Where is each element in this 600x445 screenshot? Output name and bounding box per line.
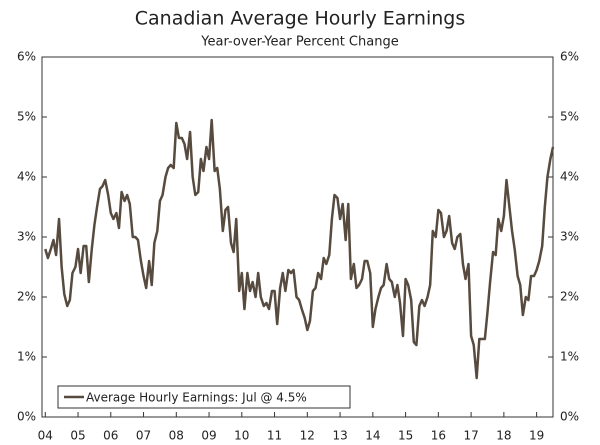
x-tick-label: 17 bbox=[463, 429, 478, 443]
x-tick-label: 15 bbox=[398, 429, 413, 443]
x-tick-label: 12 bbox=[300, 429, 315, 443]
x-tick-label: 13 bbox=[332, 429, 347, 443]
x-tick-label: 10 bbox=[234, 429, 249, 443]
x-tick-label: 09 bbox=[201, 429, 216, 443]
y2-tick-label: 1% bbox=[560, 350, 579, 364]
x-tick-label: 08 bbox=[169, 429, 184, 443]
series-line bbox=[44, 118, 555, 380]
chart-title: Canadian Average Hourly Earnings bbox=[135, 8, 466, 30]
y2-tick-label: 6% bbox=[560, 50, 579, 64]
x-tick-label: 18 bbox=[496, 429, 511, 443]
y-tick-label: 0% bbox=[17, 410, 36, 424]
y-tick-label: 1% bbox=[17, 350, 36, 364]
y2-tick-label: 0% bbox=[560, 410, 579, 424]
x-tick-label: 06 bbox=[103, 429, 118, 443]
x-tick-label: 05 bbox=[70, 429, 85, 443]
y2-tick-label: 2% bbox=[560, 290, 579, 304]
x-tick-label: 07 bbox=[136, 429, 151, 443]
y-tick-label: 2% bbox=[17, 290, 36, 304]
y2-tick-label: 5% bbox=[560, 110, 579, 124]
y2-tick-label: 4% bbox=[560, 170, 579, 184]
legend-label: Average Hourly Earnings: Jul @ 4.5% bbox=[86, 391, 307, 405]
y-tick-label: 5% bbox=[17, 110, 36, 124]
chart-subtitle: Year-over-Year Percent Change bbox=[200, 35, 398, 50]
x-tick-label: 14 bbox=[365, 429, 380, 443]
y-tick-label: 6% bbox=[17, 50, 36, 64]
y-tick-label: 3% bbox=[17, 230, 36, 244]
y-tick-label: 4% bbox=[17, 170, 36, 184]
x-tick-label: 04 bbox=[38, 429, 53, 443]
x-tick-label: 19 bbox=[529, 429, 544, 443]
y2-tick-label: 3% bbox=[560, 230, 579, 244]
x-tick-label: 11 bbox=[267, 429, 282, 443]
x-tick-label: 16 bbox=[431, 429, 446, 443]
legend-box bbox=[57, 385, 351, 409]
